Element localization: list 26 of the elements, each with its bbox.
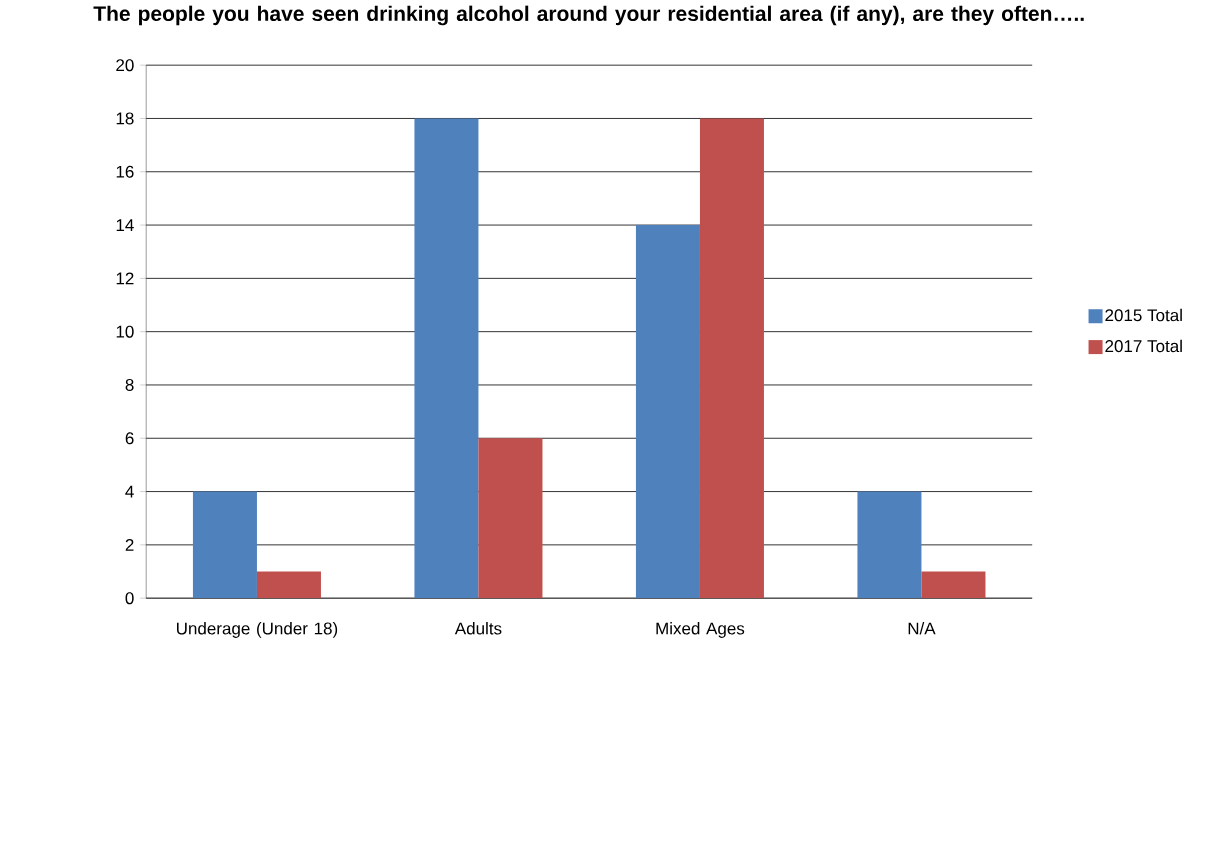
y-tick-label: 16	[116, 165, 134, 178]
y-tick-label: 4	[125, 485, 134, 498]
y-tick-label: 8	[125, 378, 134, 391]
y-tick-label: 20	[116, 58, 134, 72]
chart-title: The people you have seen drinking alcohol around your residential area (if any), are they often…..	[93, 5, 1084, 26]
y-tick-label: 6	[125, 432, 134, 445]
bar	[414, 118, 479, 598]
bar	[921, 571, 986, 598]
legend-label: 2015 Total	[1105, 308, 1182, 322]
bar	[192, 491, 257, 598]
bar	[478, 438, 543, 598]
y-tick-label: 14	[116, 219, 134, 231]
bar	[256, 571, 321, 598]
y-tick-label: 10	[116, 325, 134, 338]
x-tick-label: N/A	[908, 621, 936, 635]
legend-label: 2017 Total	[1105, 339, 1182, 352]
bar	[635, 224, 700, 598]
y-tick-label: 12	[116, 272, 134, 285]
x-tick-label: Underage (Under 18)	[177, 621, 338, 638]
x-tick-label: Mixed Ages	[656, 621, 745, 638]
bar	[857, 491, 922, 598]
y-tick-label: 2	[125, 538, 134, 551]
bar	[699, 118, 764, 598]
y-tick-label: 0	[125, 591, 134, 605]
y-tick-label: 18	[116, 112, 134, 125]
x-tick-label: Adults	[454, 621, 502, 635]
